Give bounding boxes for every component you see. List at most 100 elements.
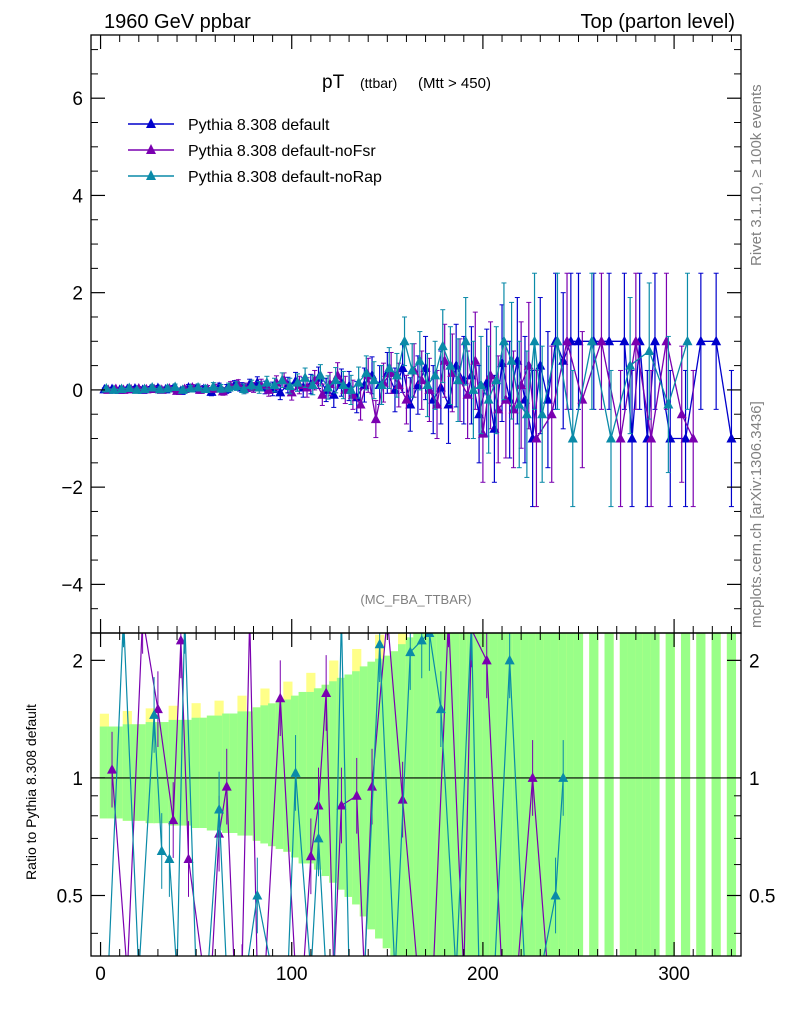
data-point	[355, 398, 366, 409]
data-point	[338, 379, 349, 390]
data-point	[711, 335, 722, 346]
ratio-point	[275, 692, 286, 703]
data-point	[422, 379, 433, 390]
ratio-point	[221, 781, 232, 791]
data-point	[604, 335, 615, 346]
data-point	[317, 389, 328, 399]
data-point	[162, 382, 173, 393]
ratio-point	[359, 968, 369, 978]
ratio-point	[382, 611, 392, 621]
legend-label-default: Pythia 8.308 default	[188, 117, 330, 134]
data-point	[663, 398, 674, 409]
data-point	[445, 360, 456, 370]
data-point	[315, 369, 326, 380]
ratio-point	[175, 634, 186, 645]
data-point	[399, 335, 410, 346]
data-point	[695, 335, 706, 346]
data-point	[208, 381, 219, 391]
ratio-band-green	[505, 633, 515, 956]
x-tick-label: 100	[276, 964, 308, 985]
ratio-band-green	[627, 633, 637, 956]
data-point	[483, 394, 494, 404]
data-point	[361, 367, 372, 377]
data-point	[665, 433, 676, 443]
ratio-point	[260, 968, 270, 978]
ratio-band-green	[268, 703, 278, 847]
ratio-point	[416, 634, 427, 645]
ratio-point	[156, 845, 167, 855]
ratio-point	[329, 968, 339, 978]
legend-label-nofsr: Pythia 8.308 default-noFsr	[188, 143, 376, 160]
ratio-band-green	[642, 633, 652, 956]
data-point	[384, 362, 395, 373]
ratio-band-green	[497, 633, 507, 956]
data-point	[124, 382, 135, 392]
y-tick-label: 6	[72, 89, 83, 110]
ratio-band-green	[466, 633, 477, 956]
ratio-band-green	[550, 633, 561, 956]
data-point	[300, 372, 311, 382]
data-point	[238, 383, 249, 393]
data-point	[676, 408, 687, 419]
data-point	[531, 433, 542, 443]
ratio-band-green	[589, 633, 599, 956]
data-point	[546, 408, 557, 419]
data-point	[596, 335, 607, 346]
ratio-band-green	[160, 722, 171, 824]
ratio-point	[290, 767, 301, 777]
data-point	[269, 379, 280, 390]
ratio-frame	[90, 632, 742, 957]
data-point	[139, 383, 150, 393]
ratio-line-0	[111, 633, 548, 956]
data-point	[435, 381, 446, 392]
data-point	[625, 360, 636, 370]
legend-label-norap: Pythia 8.308 default-noRap	[188, 169, 382, 186]
data-point	[370, 413, 381, 424]
ratio-band-green	[428, 633, 438, 956]
ratio-band-green	[275, 701, 285, 849]
legend-item-nofsr: Pythia 8.308 default-noFsr	[128, 143, 376, 160]
data-point	[586, 335, 597, 346]
data-point	[646, 433, 657, 443]
ratio-band-green	[229, 713, 239, 833]
y-tick-label: 2	[72, 284, 83, 305]
legend-item-default: Pythia 8.308 default	[128, 117, 330, 134]
data-point	[468, 384, 479, 394]
ratio-band-green	[482, 633, 492, 956]
data-point	[405, 398, 416, 409]
ratio-band-green	[99, 726, 109, 819]
plot-title-sub: (ttbar)	[360, 75, 397, 91]
data-point	[644, 345, 655, 356]
data-point	[302, 381, 313, 392]
ratio-point	[520, 968, 530, 978]
data-point	[460, 335, 471, 346]
data-point	[185, 382, 196, 393]
ratio-line-1	[108, 633, 564, 956]
data-point	[726, 433, 737, 443]
data-point	[246, 379, 257, 390]
data-point	[414, 355, 425, 365]
data-point	[376, 379, 387, 390]
data-point	[284, 380, 295, 391]
data-point	[330, 374, 341, 385]
ratio-band-green	[535, 633, 545, 956]
ratio-band-green	[489, 633, 499, 956]
ratio-point	[428, 968, 438, 978]
ratio-point	[134, 968, 144, 978]
ratio-point	[558, 772, 569, 782]
ratio-band-green	[168, 719, 178, 826]
ratio-point	[241, 968, 251, 978]
ratio-point	[481, 654, 492, 665]
ratio-point	[168, 814, 179, 825]
data-point	[688, 433, 699, 443]
ratio-point	[451, 968, 461, 978]
ratio-point	[183, 853, 194, 864]
ratio-band-green	[390, 651, 400, 956]
ratio-point	[558, 968, 568, 978]
legend-item-norap: Pythia 8.308 default-noRap	[128, 169, 382, 186]
data-point	[397, 362, 408, 373]
ratio-band-green	[206, 715, 217, 831]
data-point	[462, 389, 473, 399]
data-point	[661, 335, 672, 346]
ratio-point	[504, 654, 515, 665]
